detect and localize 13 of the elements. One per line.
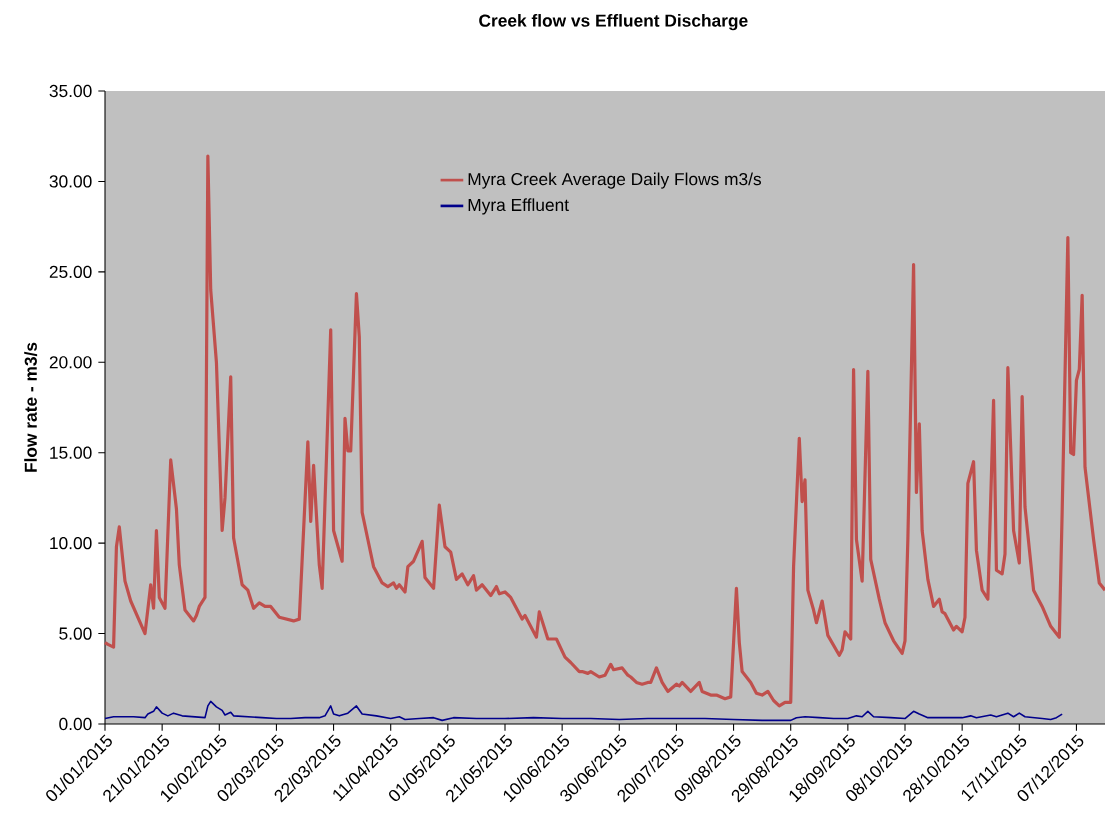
y-tick-label: 5.00 — [59, 627, 92, 640]
y-axis-title: Flow rate - m3/s — [24, 342, 38, 472]
y-tick-label: 10.00 — [50, 537, 92, 550]
legend-label: Myra Creek Average Daily Flows m3/s — [468, 172, 762, 189]
legend-label: Myra Effluent — [468, 198, 569, 215]
y-tick-label: 35.00 — [49, 84, 92, 98]
line-series — [103, 154, 1105, 708]
y-tick-label: 30.00 — [49, 175, 92, 188]
y-tick-label: 20.00 — [49, 356, 92, 369]
y-tick-label: 15.00 — [50, 446, 92, 459]
y-tick-label: 25.00 — [49, 265, 92, 278]
y-tick-label: 0.00 — [59, 717, 92, 731]
chart-title: Creek flow vs Effluent Discharge — [479, 14, 748, 31]
